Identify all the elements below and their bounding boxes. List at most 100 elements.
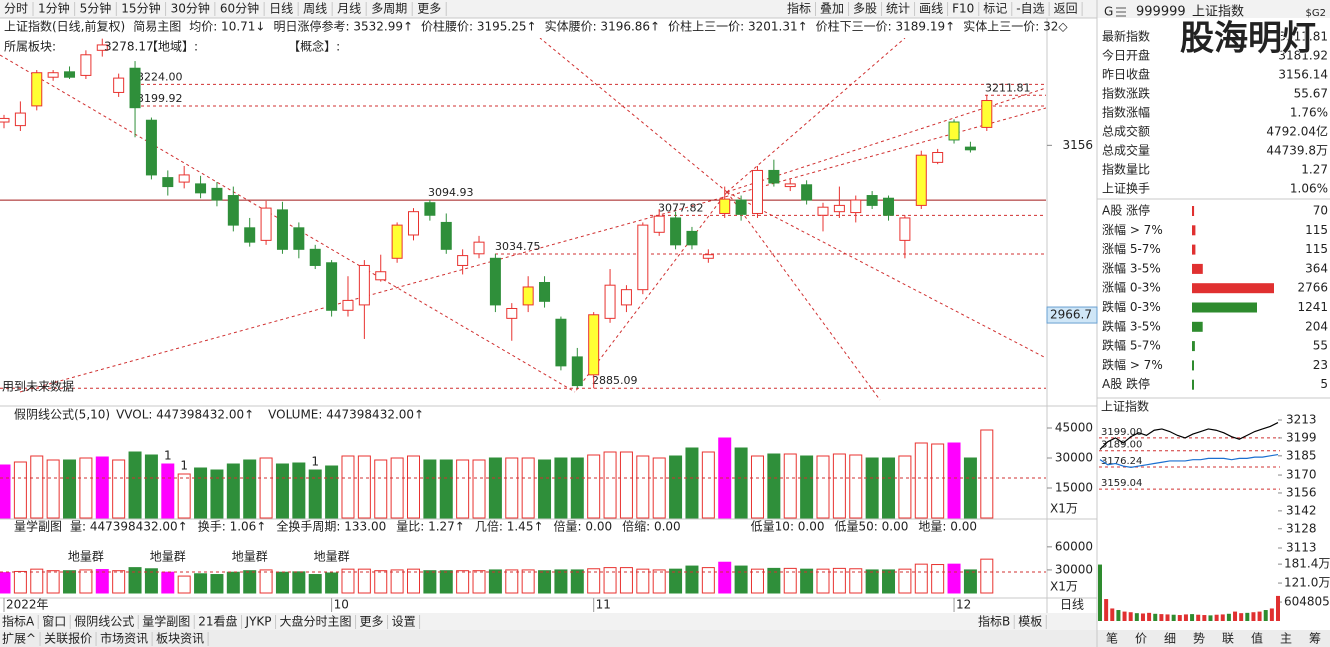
market-badge: G [1104, 5, 1113, 19]
volume-bar [63, 459, 77, 519]
bottom-tab[interactable]: JYKP [245, 615, 272, 629]
volume-bar [374, 459, 388, 519]
side-tab[interactable]: 价 [1135, 632, 1147, 646]
y-tick-label: 15000 [1055, 481, 1093, 495]
panel-title: 上证指数 [1101, 399, 1149, 414]
toolbar-button[interactable]: F10 [952, 2, 974, 16]
toolbar-button[interactable]: 返回 [1054, 2, 1078, 16]
sub-bar [46, 570, 60, 594]
intraday-volume [1245, 612, 1250, 621]
candle-body [342, 299, 354, 311]
bottom-tab[interactable]: 设置 [392, 615, 416, 629]
toolbar-tab[interactable]: 1分钟 [38, 1, 70, 16]
side-tab[interactable]: 值 [1251, 631, 1263, 646]
toolbar-tab[interactable]: 更多 [417, 2, 441, 16]
candle-body [309, 248, 321, 266]
breadth-bar [1192, 379, 1194, 390]
side-tab[interactable]: 主 [1280, 632, 1292, 646]
volume-bar [226, 463, 240, 519]
breadth-label: 涨幅 5-7% [1102, 241, 1161, 256]
intraday-volume [1110, 608, 1115, 621]
side-tab[interactable]: 筹 [1309, 632, 1321, 646]
breadth-value: 2766 [1297, 281, 1328, 295]
y2-tick-label: 121.0万 [1284, 576, 1330, 590]
volume-bar [898, 455, 912, 519]
intraday-volume [1269, 608, 1274, 621]
toolbar-button[interactable]: 画线 [919, 2, 943, 16]
status-tab[interactable]: 扩展^ [2, 632, 36, 646]
legend-item: 换手: 1.06↑ [198, 520, 267, 534]
intraday-volume [1196, 614, 1201, 621]
intraday-volume [1183, 614, 1188, 621]
bar-marker: 1 [164, 449, 172, 463]
breadth-label: A股 涨停 [1102, 203, 1150, 218]
bottom-tab[interactable]: 假阴线公式 [74, 615, 134, 629]
bottom-tab[interactable]: 模板 [1018, 615, 1042, 629]
volume-bar [79, 457, 93, 519]
volume-bar [0, 464, 11, 519]
side-tab[interactable]: 势 [1193, 632, 1205, 646]
sub-bar [112, 570, 126, 594]
info-item: 实体上三一价: 32◇ [963, 19, 1068, 34]
toolbar-tab[interactable]: 分时 [4, 2, 28, 16]
toolbar-tab[interactable]: 60分钟 [220, 1, 259, 16]
breadth-label: 跌幅 3-5% [1102, 318, 1161, 333]
bottom-tab[interactable]: 21看盘 [198, 614, 237, 629]
bar-marker: 地量群 [232, 550, 268, 564]
toolbar-tab[interactable]: 日线 [269, 2, 293, 16]
sub-bar [128, 567, 142, 594]
candle-body [571, 356, 583, 387]
toolbar-tab[interactable]: 15分钟 [121, 1, 160, 16]
bottom-tab[interactable]: 大盘分时主图 [280, 614, 352, 629]
fan-line [726, 191, 1046, 359]
status-tab[interactable]: 市场资讯 [100, 631, 148, 646]
intraday-volume [1147, 612, 1152, 621]
breadth-value: 5 [1320, 377, 1328, 391]
intraday-volume [1159, 614, 1164, 621]
status-tab[interactable]: 关联报价 [44, 631, 92, 646]
bottom-tab[interactable]: 指标B [978, 614, 1010, 629]
candle-body [227, 195, 239, 226]
cursor-price: 2966.7 [1050, 308, 1092, 322]
toolbar-button[interactable]: -自选 [1016, 2, 1044, 16]
toolbar-button[interactable]: 指标 [787, 1, 811, 16]
candle-body [751, 169, 763, 214]
side-tab[interactable]: 联 [1222, 632, 1234, 646]
side-tab[interactable]: 细 [1164, 632, 1176, 646]
candle-body [637, 224, 649, 291]
intraday-volume [1220, 614, 1225, 621]
volume-bar [128, 451, 142, 519]
volume-bar [390, 457, 404, 519]
side-tab[interactable]: 笔 [1106, 631, 1118, 646]
toolbar-tab[interactable]: 多周期 [371, 2, 407, 16]
sub-bar [488, 569, 502, 594]
sub-bar [587, 568, 601, 594]
toolbar-tab[interactable]: 30分钟 [171, 1, 210, 16]
toolbar-tab[interactable]: 月线 [337, 2, 361, 16]
breadth-label: A股 跌停 [1102, 376, 1150, 391]
bottom-tab[interactable]: 指标A [2, 614, 35, 629]
toolbar-button[interactable]: 统计 [886, 2, 910, 16]
intraday-volume [1202, 615, 1207, 621]
candle-body [866, 195, 878, 206]
volume-bar [144, 454, 158, 519]
volume-bar [652, 457, 666, 519]
breadth-bar [1192, 263, 1203, 274]
price-label: 3094.93 [428, 186, 474, 199]
breadth-bar [1192, 225, 1196, 236]
quote-label: 总成交量 [1102, 143, 1150, 158]
toolbar-button[interactable]: 叠加 [820, 2, 844, 16]
bottom-tab[interactable]: 窗口 [42, 615, 66, 629]
bottom-tab[interactable]: 量学副图 [142, 614, 190, 629]
bottom-tab[interactable]: 更多 [360, 615, 384, 629]
legend-item: 量: 447398432.00↑ [70, 520, 188, 534]
candle-body [260, 207, 272, 241]
toolbar-tab[interactable]: 5分钟 [80, 1, 112, 16]
toolbar-tab[interactable]: 周线 [303, 2, 327, 16]
toolbar-button[interactable]: 标记 [983, 2, 1007, 16]
stock-tag: $G2 [1306, 8, 1326, 19]
breadth-bar [1192, 321, 1203, 332]
status-tab[interactable]: 板块资讯 [156, 632, 204, 646]
y-tick-label: 3156 [1062, 138, 1093, 152]
toolbar-button[interactable]: 多股 [853, 2, 877, 16]
